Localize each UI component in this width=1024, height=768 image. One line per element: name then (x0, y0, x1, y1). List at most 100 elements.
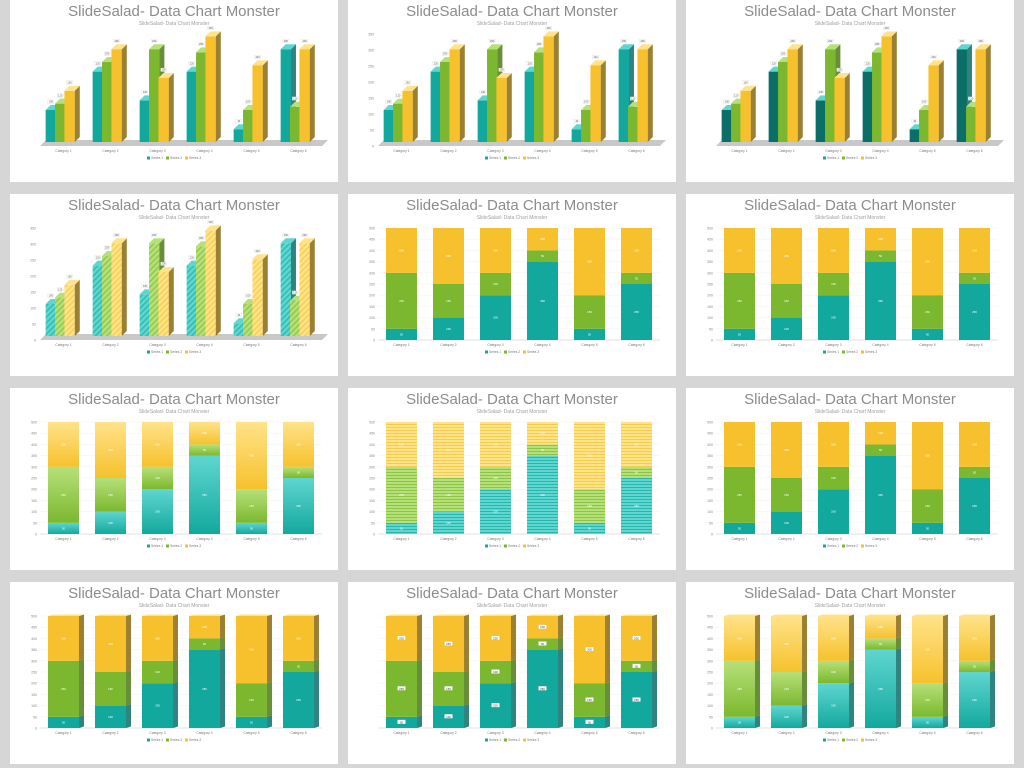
bar-side (314, 670, 320, 728)
bar-segment (958, 478, 991, 534)
x-tick-label: Category 6 (290, 343, 306, 347)
x-tick-label: Category 3 (825, 149, 841, 153)
data-label-box (66, 274, 73, 279)
data-label-box (282, 39, 289, 43)
data-label: 200 (737, 248, 742, 252)
x-tick-label: Category 5 (243, 731, 259, 735)
bar-segment (188, 455, 221, 534)
bar (102, 256, 113, 336)
data-label: 250 (108, 448, 113, 452)
data-label: 150 (446, 299, 451, 303)
slide-thumbnail[interactable]: SlideSalad- Data Chart Monster SlideSalad… (686, 194, 1014, 376)
bar-side (121, 44, 127, 143)
slide-thumbnail[interactable]: SlideSalad- Data Chart Monster SlideSalad… (348, 194, 676, 376)
slide-thumbnail[interactable]: SlideSalad- Data Chart Monster SlideSalad… (348, 582, 676, 764)
bar-top (958, 614, 996, 616)
bar (487, 49, 498, 143)
chart: 100 120 160 Category 1 220 250 290 Category 2 13… (716, 26, 1004, 160)
bar-segment (770, 705, 803, 728)
legend-entry: Series 3 (527, 738, 539, 742)
bar (92, 71, 103, 142)
data-label-box (385, 99, 392, 104)
data-label: 100 (584, 100, 589, 104)
y-tick-label: 500 (369, 227, 375, 231)
bar-side (79, 715, 85, 728)
data-label: 220 (772, 61, 777, 65)
bar-side (220, 648, 226, 728)
y-tick-label: 50 (32, 323, 36, 327)
legend-swatch (842, 350, 845, 354)
bar-top (543, 31, 559, 37)
y-tick-label: 100 (369, 510, 375, 514)
slide-thumbnail[interactable]: SlideSalad- Data Chart Monster SlideSalad… (10, 582, 338, 764)
bar (252, 259, 263, 336)
data-label: 100 (108, 715, 113, 719)
slide-thumbnail[interactable]: SlideSalad- Data Chart Monster SlideSalad… (348, 388, 676, 570)
y-tick-label: 250 (368, 65, 374, 69)
bar-segment (911, 616, 944, 684)
data-label-box (292, 290, 299, 295)
slide-title: SlideSalad- Data Chart Monster (68, 197, 280, 214)
bar (581, 110, 592, 142)
data-label-box (836, 67, 843, 72)
data-label: 200 (972, 442, 977, 446)
bar-side (267, 614, 273, 684)
data-label: 290 (302, 39, 307, 43)
data-label: 100 (540, 431, 545, 435)
y-tick-label: 250 (707, 283, 713, 287)
bar-segment (432, 478, 465, 512)
slide-thumbnail[interactable]: SlideSalad- Data Chart Monster SlideSalad… (686, 388, 1014, 570)
y-tick-label: 0 (711, 727, 713, 731)
data-label: 330 (208, 220, 213, 224)
data-label: 200 (837, 68, 842, 72)
slide-thumbnail[interactable]: SlideSalad- Data Chart Monster SlideSalad… (10, 194, 338, 376)
x-tick-label: Category 5 (919, 149, 935, 153)
bar (186, 71, 197, 142)
bar-top (280, 238, 296, 244)
bar-side (943, 614, 949, 684)
data-label: 220 (528, 61, 533, 65)
legend-swatch (504, 738, 507, 742)
bar (243, 304, 254, 336)
data-label-box (245, 99, 252, 104)
bar-side (417, 659, 423, 717)
y-tick-label: 450 (707, 238, 713, 242)
data-label-box (958, 39, 965, 43)
data-label-box (874, 42, 881, 47)
data-label-box (526, 61, 533, 66)
data-label: 350 (540, 687, 545, 691)
data-label: 250 (972, 310, 977, 314)
y-tick-label: 200 (31, 682, 37, 686)
bar (496, 78, 507, 142)
slide-thumbnail[interactable]: SlideSalad- Data Chart Monster SlideSalad… (686, 582, 1014, 764)
data-label-box (479, 90, 486, 95)
legend-entry: Series 3 (189, 350, 201, 354)
data-label: 50 (926, 526, 930, 530)
bar-segment (282, 422, 315, 467)
y-tick-label: 350 (31, 454, 37, 458)
slide-thumbnail[interactable]: SlideSalad- Data Chart Monster SlideSalad… (686, 0, 1014, 182)
data-label-box (632, 663, 641, 669)
bar-top (864, 614, 902, 616)
data-label: 220 (96, 61, 101, 65)
slide-thumbnail[interactable]: SlideSalad- Data Chart Monster SlideSalad… (10, 388, 338, 570)
slide-thumbnail[interactable]: SlideSalad- Data Chart Monster SlideSalad… (348, 0, 676, 182)
bar-segment (573, 295, 606, 329)
bar (534, 52, 545, 142)
slide-thumbnail[interactable]: SlideSalad- Data Chart Monster SlideSalad… (10, 0, 338, 182)
data-label: 250 (737, 493, 742, 497)
y-tick-label: 350 (707, 260, 713, 264)
legend-entry: Series 1 (827, 544, 839, 548)
y-tick-label: 350 (369, 454, 375, 458)
bar-segment (526, 455, 559, 534)
slide-title: SlideSalad- Data Chart Monster (744, 391, 956, 408)
data-label: 250 (443, 52, 448, 56)
data-label-box (780, 51, 787, 56)
bar-segment (141, 660, 174, 684)
data-label: 100 (155, 476, 160, 480)
data-label: 250 (737, 687, 742, 691)
legend-swatch (185, 544, 188, 548)
legend-entry: Series 2 (508, 156, 520, 160)
data-label: 130 (819, 90, 824, 94)
data-label-box (151, 39, 158, 43)
